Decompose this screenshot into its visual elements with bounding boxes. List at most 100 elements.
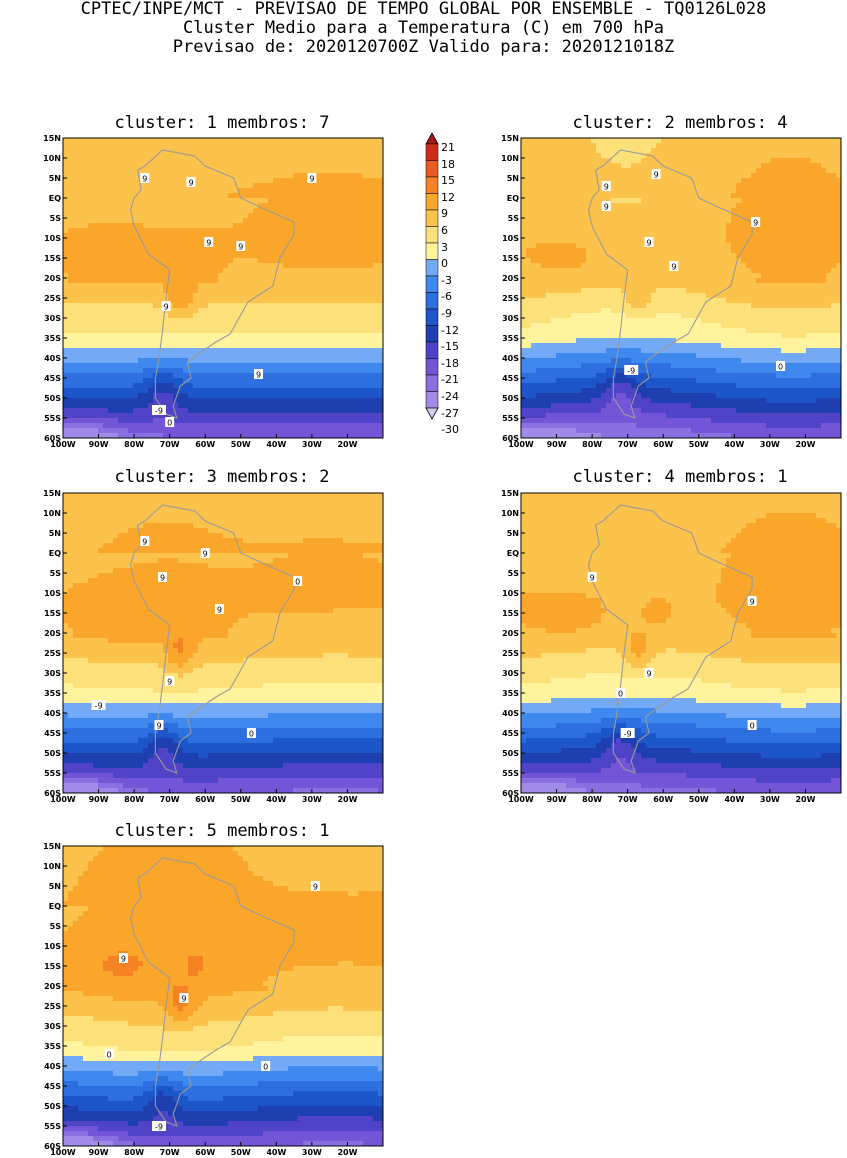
field-cell (323, 188, 328, 193)
field-cell (541, 388, 546, 393)
contour-label-text: 9 (256, 371, 261, 380)
field-cell (68, 408, 73, 413)
field-cell (198, 243, 203, 248)
field-cell (188, 348, 193, 353)
field-cell (536, 258, 541, 263)
field-cell (363, 398, 368, 403)
field-cell (178, 278, 183, 283)
field-cell (278, 218, 283, 223)
field-cell (108, 363, 113, 368)
field-cell (566, 268, 571, 273)
field-cell (581, 193, 586, 198)
field-cell (78, 353, 83, 358)
field-cell (561, 153, 566, 158)
field-cell (318, 398, 323, 403)
field-cell (73, 428, 78, 433)
field-cell (556, 148, 561, 153)
field-cell (581, 203, 586, 208)
field-cell (78, 413, 83, 418)
field-cell (248, 348, 253, 353)
field-cell (298, 318, 303, 323)
field-cell (213, 163, 218, 168)
field-cell (333, 218, 338, 223)
field-cell (233, 218, 238, 223)
field-cell (566, 198, 571, 203)
field-cell (73, 253, 78, 258)
field-cell (551, 428, 556, 433)
field-cell (283, 318, 288, 323)
field-cell (98, 323, 103, 328)
field-cell (68, 228, 73, 233)
field-cell (566, 363, 571, 368)
field-cell (303, 348, 308, 353)
field-cell (601, 283, 606, 288)
field-cell (566, 283, 571, 288)
field-cell (183, 168, 188, 173)
field-cell (596, 228, 601, 233)
field-cell (298, 208, 303, 213)
field-cell (178, 238, 183, 243)
field-cell (208, 358, 213, 363)
field-cell (328, 168, 333, 173)
field-cell (213, 313, 218, 318)
field-cell (78, 338, 83, 343)
field-cell (328, 373, 333, 378)
field-cell (323, 218, 328, 223)
field-cell (368, 193, 373, 198)
field-cell (248, 333, 253, 338)
field-cell (541, 418, 546, 423)
field-cell (223, 373, 228, 378)
field-cell (338, 143, 343, 148)
field-cell (576, 308, 581, 313)
field-cell (571, 278, 576, 283)
field-cell (318, 328, 323, 333)
field-cell (103, 173, 108, 178)
field-cell (98, 303, 103, 308)
field-cell (531, 213, 536, 218)
field-cell (218, 268, 223, 273)
field-cell (551, 368, 556, 373)
field-cell (323, 183, 328, 188)
field-cell (308, 303, 313, 308)
field-cell (243, 398, 248, 403)
field-cell (163, 213, 168, 218)
field-cell (318, 168, 323, 173)
field-cell (596, 303, 601, 308)
field-cell (571, 313, 576, 318)
field-cell (208, 268, 213, 273)
field-cell (178, 138, 183, 143)
field-cell (318, 218, 323, 223)
field-cell (128, 393, 133, 398)
field-cell (103, 353, 108, 358)
field-cell (541, 303, 546, 308)
field-cell (63, 338, 68, 343)
field-cell (308, 313, 313, 318)
field-cell (128, 273, 133, 278)
field-cell (571, 358, 576, 363)
field-cell (98, 238, 103, 243)
field-cell (338, 358, 343, 363)
field-cell (158, 388, 163, 393)
field-cell (253, 218, 258, 223)
field-cell (551, 273, 556, 278)
field-cell (586, 408, 591, 413)
field-cell (298, 408, 303, 413)
field-cell (358, 398, 363, 403)
field-cell (368, 233, 373, 238)
field-cell (183, 368, 188, 373)
field-cell (586, 343, 591, 348)
field-cell (333, 348, 338, 353)
field-cell (308, 328, 313, 333)
field-cell (353, 143, 358, 148)
field-cell (228, 193, 233, 198)
field-cell (606, 263, 611, 268)
field-cell (328, 383, 333, 388)
field-cell (88, 293, 93, 298)
field-cell (571, 198, 576, 203)
field-cell (258, 363, 263, 368)
field-cell (333, 283, 338, 288)
field-cell (561, 343, 566, 348)
field-cell (556, 158, 561, 163)
field-cell (368, 303, 373, 308)
field-cell (318, 138, 323, 143)
